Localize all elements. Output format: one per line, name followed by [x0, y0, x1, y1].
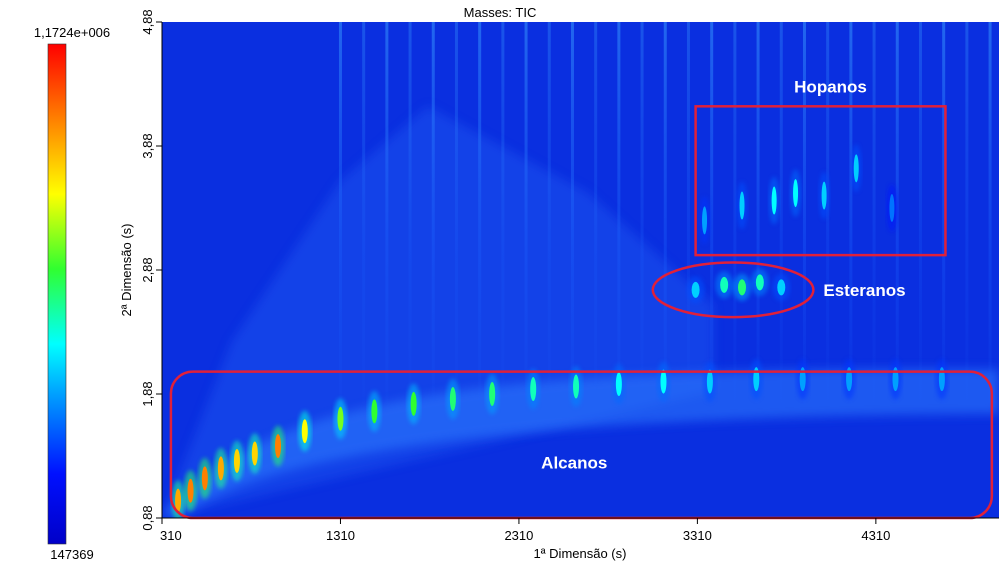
alkane-peak: [187, 478, 194, 503]
y-tick-label: 1,88: [140, 381, 155, 406]
x-tick-label: 2310: [504, 528, 533, 543]
alkane-peak: [371, 399, 378, 424]
vertical-streak: [756, 22, 760, 404]
alkane-peak: [233, 448, 240, 473]
vertical-streak: [640, 22, 644, 404]
vertical-streak: [338, 22, 342, 404]
vertical-streak: [988, 22, 992, 404]
vertical-streak: [918, 22, 922, 404]
region-esteranos-outline: [651, 261, 815, 319]
vertical-streak: [663, 22, 667, 404]
sterane-peak: [691, 281, 700, 298]
vertical-streak: [431, 22, 435, 404]
x-tick-label: 310: [160, 528, 182, 543]
alkane-peak: [217, 456, 224, 481]
alkane-peak: [938, 367, 945, 392]
alkane-peak: [892, 367, 899, 392]
colorbar-max-label: 1,1724e+006: [34, 25, 110, 40]
alkane-peak: [201, 466, 208, 491]
alkane-peak: [706, 369, 713, 394]
vertical-streak: [524, 22, 528, 404]
hopane-peak: [889, 194, 895, 222]
alkane-peak: [573, 374, 580, 399]
hopane-peak: [853, 154, 859, 183]
region-esteranos-label: Esteranos: [823, 281, 905, 300]
hopane-peak: [821, 181, 827, 210]
x-axis-label: 1ª Dimensão (s): [534, 546, 627, 561]
sterane-peak: [777, 279, 786, 296]
sterane-peak: [755, 274, 764, 291]
vertical-streak: [501, 22, 505, 404]
x-tick-label: 3310: [683, 528, 712, 543]
vertical-streak: [385, 22, 389, 404]
vertical-streak: [547, 22, 551, 404]
alkane-peak: [175, 488, 182, 513]
vertical-streak: [408, 22, 412, 404]
alkane-peak: [799, 367, 806, 392]
alkane-peak: [489, 382, 496, 406]
hopane-peak: [771, 186, 777, 215]
colorbar: [47, 43, 67, 545]
alkane-peak: [251, 441, 258, 466]
y-tick-label: 4,88: [140, 9, 155, 34]
alkane-peak: [753, 367, 760, 392]
vertical-streak: [454, 22, 458, 404]
region-hopanos-outline: [694, 105, 947, 257]
alkane-peak: [660, 369, 667, 394]
sterane-peak: [720, 276, 729, 293]
vertical-streak: [849, 22, 853, 404]
y-tick-label: 0,88: [140, 505, 155, 530]
hopane-peak: [702, 206, 708, 235]
regions-layer: Hopanos Esteranos Alcanos: [169, 77, 994, 520]
region-alcanos-label: Alcanos: [541, 453, 607, 472]
alkane-peak: [530, 377, 537, 402]
vertical-streak: [686, 22, 690, 404]
vertical-streak: [779, 22, 783, 404]
vertical-streak: [733, 22, 737, 404]
vertical-streak: [594, 22, 598, 404]
chart-title: Masses: TIC: [464, 5, 537, 20]
vertical-streak: [872, 22, 876, 404]
vertical-streak: [802, 22, 806, 404]
alkane-peak: [410, 391, 417, 416]
y-tick-label: 2,88: [140, 257, 155, 282]
colorbar-min-label: 147369: [50, 547, 93, 562]
y-axis-label: 2ª Dimensão (s): [119, 224, 134, 317]
x-tick-label: 4310: [861, 528, 890, 543]
heatmap-layer: [162, 22, 999, 518]
alkane-peak: [337, 406, 344, 431]
vertical-streak: [570, 22, 574, 404]
vertical-streak: [942, 22, 946, 404]
peaks-layer: [171, 144, 949, 518]
vertical-streak: [478, 22, 482, 404]
vertical-streak: [710, 22, 714, 404]
region-hopanos-label: Hopanos: [794, 77, 867, 96]
y-tick-label: 3,88: [140, 133, 155, 158]
x-tick-label: 1310: [326, 528, 355, 543]
hopane-peak: [793, 179, 799, 208]
alkane-peak: [615, 372, 622, 397]
alkane-peak: [275, 434, 282, 459]
alkane-band: [162, 369, 999, 518]
sterane-peak: [738, 279, 747, 296]
vertical-streak: [362, 22, 366, 404]
alkane-peak: [449, 386, 456, 411]
vertical-streak: [965, 22, 969, 404]
ticks-layer: 310 1310 2310 3310 4310 0,88 1,88 2,88 3,88 4,88: [140, 9, 890, 543]
alkane-peak: [301, 419, 308, 444]
alkane-peak: [846, 367, 853, 392]
hopane-peak: [739, 191, 745, 220]
vertical-streak: [617, 22, 621, 404]
